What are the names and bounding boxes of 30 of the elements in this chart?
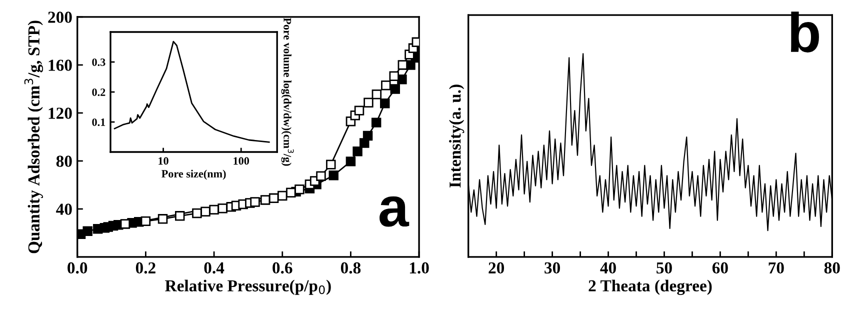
x-tick-label: 40 [600, 262, 616, 274]
y-axis-title: Quantity Adsorbed (cm$^{3}$/g, STP) [24, 20, 44, 254]
text: b [790, 12, 819, 52]
y-tick-label: 40 [56, 204, 72, 215]
y-axis-title: Pore volume log(dv/dw)(cm$^{3}$/g) [281, 18, 294, 166]
x-tick-label: 0.4 [204, 262, 224, 274]
x-tick-label: 50 [656, 262, 672, 274]
x-tick-label: 0.0 [68, 262, 88, 274]
x-tick-label: 80 [824, 262, 840, 274]
x-tick-label: 0.8 [340, 262, 361, 274]
x-tick-label: 0.2 [136, 262, 156, 274]
x-tick-label: 1.0 [410, 262, 429, 274]
x-tick-label: 0.6 [272, 262, 292, 274]
x-tick-label: 10 [158, 157, 168, 165]
x-tick-label: 20 [488, 262, 504, 274]
y-tick-label: 160 [48, 60, 72, 71]
x-tick-label: 30 [544, 262, 560, 274]
x-tick-label: 60 [712, 262, 728, 274]
x-tick-label: 70 [768, 262, 784, 274]
y-axis-title: Intensity(a. u.) [449, 84, 464, 188]
y-tick-label: 200 [48, 12, 72, 23]
annotation: a [380, 196, 410, 227]
y-tick-label: 0.3 [92, 58, 106, 66]
y-tick-label: 0.1 [92, 118, 106, 126]
y-tick-label: 120 [48, 108, 72, 119]
x-axis-title: Pore size(nm) [162, 170, 226, 180]
x-axis-title: Relative Pressure(p/p$_{0}$) [165, 280, 331, 295]
y-tick-label: 0.2 [92, 88, 106, 96]
x-tick-label: 100 [234, 157, 250, 165]
x-axis-title: 2 Theata (degree) [588, 280, 712, 295]
